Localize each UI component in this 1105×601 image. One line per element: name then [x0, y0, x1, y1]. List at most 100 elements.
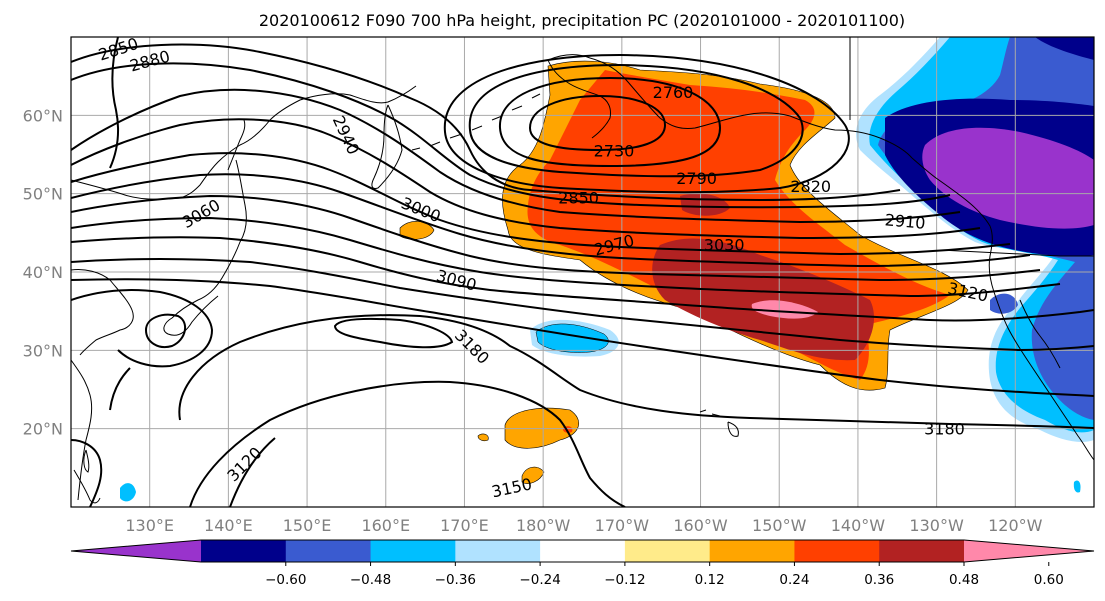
colorbar-tick-label: 0.24 [779, 572, 809, 588]
colorbar-segment [285, 540, 372, 562]
contour-label-text: 3180 [924, 420, 965, 439]
colorbar-outline [70, 539, 1095, 563]
colorbar-segment [370, 540, 456, 562]
contour-label: 2910 [884, 210, 926, 232]
contour-label: 3030 [704, 236, 745, 255]
contour-3150 [71, 278, 1094, 397]
colorbar-segment [455, 540, 541, 562]
contour-label-text: 2850 [558, 189, 599, 208]
contour-label-text: 2790 [676, 169, 717, 188]
philippines-coastline [73, 469, 101, 504]
colorbar-extend-max [964, 540, 1094, 562]
china-coastline [71, 359, 93, 501]
contour-2790 [468, 63, 804, 178]
contour-2910 [71, 88, 961, 224]
contour-2730 [528, 94, 667, 152]
aleutian-islands [411, 93, 541, 151]
longitude-label: 120°W [988, 516, 1043, 535]
shade-neg0.36 [120, 483, 136, 502]
shade-0.24 [477, 433, 489, 442]
contour-2970 [71, 152, 1011, 256]
taiwan-coastline [83, 449, 90, 473]
contour-label: 2730 [594, 142, 635, 161]
contour-label-text: 2760 [653, 83, 694, 102]
shade-0.48 [652, 238, 875, 361]
longitude-label: 140°E [204, 516, 253, 535]
longitude-labels: 130°E 140°E 150°E 160°E 170°E 180°W 170°W 160°W… [125, 516, 1042, 535]
shade-0.60 [751, 300, 818, 319]
contour-2820 [443, 53, 850, 194]
latitude-label: 30°N [23, 341, 63, 360]
colorbar-tick-label: 0.36 [864, 572, 894, 588]
longitude-label: 170°W [595, 516, 650, 535]
contour-label: 2790 [676, 169, 717, 188]
shade-neg0.36 [1073, 480, 1081, 493]
latitude-label: 40°N [23, 263, 63, 282]
longitude-label: 180°W [516, 516, 571, 535]
contour-label: 2760 [653, 83, 694, 102]
contour-3180 [178, 314, 1094, 429]
contour-label: 3180 [924, 420, 965, 439]
baja-coastline [1019, 299, 1061, 369]
contour-label-text: 2730 [594, 142, 635, 161]
contour-label: 2850 [558, 189, 599, 208]
contour-label-text: 3030 [704, 236, 745, 255]
contour-2760 [498, 76, 722, 168]
gridlines [71, 37, 1094, 507]
colorbar-tick-label: −0.48 [350, 572, 391, 588]
contour-3060 [71, 216, 1061, 298]
longitude-label: 130°E [125, 516, 174, 535]
colorbar-segment [794, 540, 880, 562]
colorbar-tick-label: 0.60 [1034, 572, 1064, 588]
colorbar-tick-label: −0.12 [604, 572, 645, 588]
contour-2850 [71, 43, 901, 202]
contour-3120 [71, 258, 1094, 352]
colorbar-extend-min [71, 540, 201, 562]
shade-neg0.48 [990, 293, 1018, 314]
contour-3000 [71, 173, 1031, 268]
longitude-label: 160°W [673, 516, 728, 535]
contour-3150-south [189, 380, 626, 507]
sakhalin-coastline [227, 119, 246, 171]
colorbar-segment [709, 540, 795, 562]
canada-border [849, 37, 1094, 257]
colorbar: −0.60 −0.48 −0.36 −0.24 −0.12 0.12 0.24 0.36 0.4… [70, 539, 1095, 588]
longitude-label: 150°W [752, 516, 807, 535]
contour-2880 [71, 62, 951, 209]
contour-west-1 [109, 37, 119, 169]
contour-west-3 [109, 367, 131, 411]
longitude-label: 150°E [283, 516, 332, 535]
longitude-label: 160°E [361, 516, 410, 535]
contour-3180-inner [333, 317, 454, 349]
shade-neg0.60 [1035, 37, 1094, 60]
latitude-label: 60°N [23, 106, 63, 125]
colorbar-tick-label: −0.24 [519, 572, 560, 588]
contour-west-4 [71, 439, 103, 507]
height-contours [71, 37, 1094, 507]
shade-neg0.36 [535, 323, 609, 353]
kamchatka-coastline [371, 104, 403, 189]
colorbar-segment [540, 540, 626, 562]
latitude-labels: 20°N 30°N 40°N 50°N 60°N [23, 106, 63, 438]
contour-3090 [71, 236, 1094, 322]
contour-label-text: 2910 [884, 210, 926, 232]
colorbar-tick-label: −0.60 [265, 572, 306, 588]
longitude-label: 170°E [440, 516, 489, 535]
shade-neg0.72 [922, 127, 1094, 229]
latitude-label: 20°N [23, 420, 63, 439]
shade-0.24 [521, 466, 545, 484]
contour-small-ring [144, 313, 187, 348]
figure-title: 2020100612 F090 700 hPa height, precipit… [259, 11, 905, 30]
japan-coastline [163, 159, 247, 336]
colorbar-segment [201, 540, 287, 562]
korea-coastline [71, 269, 134, 356]
longitude-label: 140°W [831, 516, 886, 535]
latitude-label: 50°N [23, 185, 63, 204]
colorbar-segment [624, 540, 711, 562]
colorbar-segment [879, 540, 965, 562]
colorbar-tick-label: 0.12 [695, 572, 725, 588]
colorbar-tick-label: 0.48 [949, 572, 979, 588]
contour-label-text: 2820 [790, 177, 831, 196]
